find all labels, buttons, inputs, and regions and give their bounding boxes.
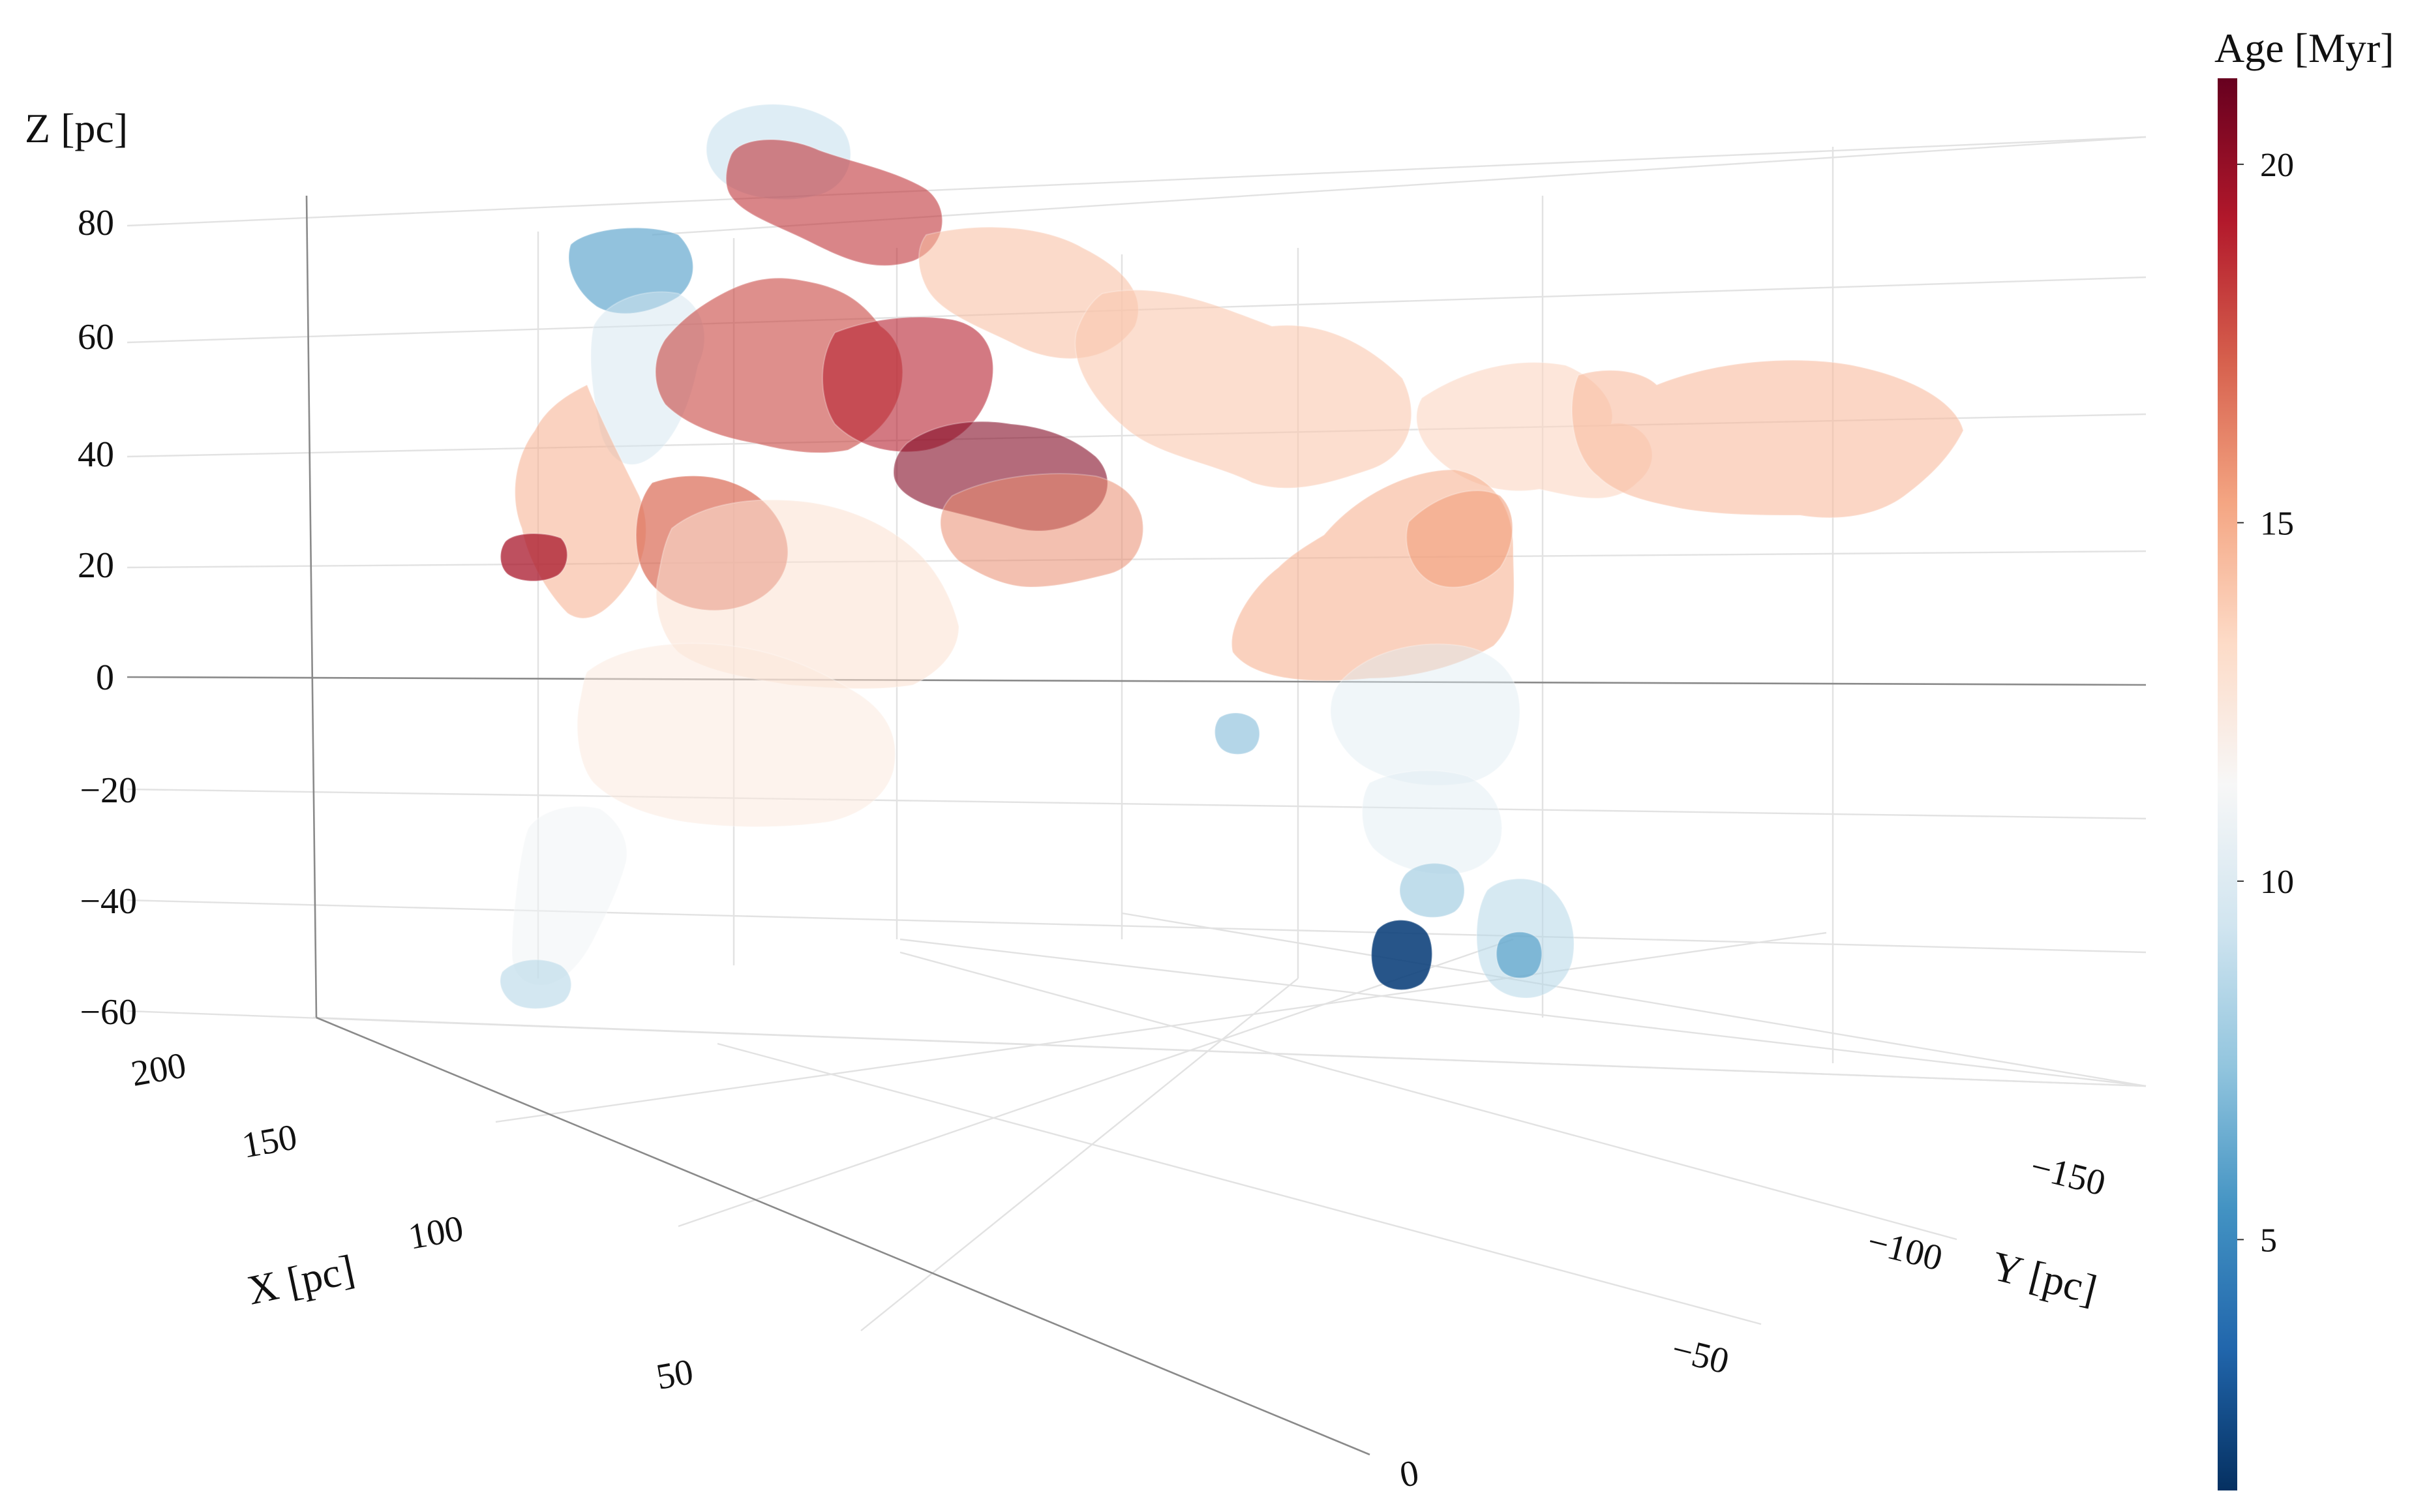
isosurface-blob [577, 643, 896, 828]
isosurface-blob [1074, 289, 1412, 489]
gridline-y-neg50 [717, 1042, 1762, 1325]
floor-edge [899, 938, 2147, 1087]
scene-gridlines [127, 136, 2147, 1331]
gridline-z-neg20 [127, 788, 2147, 820]
colorbar: Age [Myr] 20 15 10 5 [2214, 25, 2394, 1490]
z-tick-label: 80 [78, 203, 114, 243]
y-axis-title: Y [pc] [1987, 1243, 2102, 1313]
x-tick-label: 100 [405, 1208, 466, 1258]
y-tick-label: −50 [1668, 1329, 1733, 1382]
colorbar-tick-label: 5 [2260, 1222, 2277, 1259]
isosurface-blob [1406, 490, 1513, 588]
isosurface-blob [1496, 931, 1543, 979]
gridline-z-80 [127, 136, 2147, 227]
colorbar-tick-label: 15 [2260, 505, 2294, 542]
isosurface-blobs [499, 104, 1965, 1010]
isosurface-blob [1329, 643, 1521, 786]
isosurface-blob [1399, 862, 1466, 918]
x-axis-title: X [pc] [243, 1246, 358, 1314]
colorbar-tick-label: 20 [2260, 147, 2294, 184]
colorbar-title: Age [Myr] [2214, 25, 2394, 71]
x-tick-label: 0 [1396, 1453, 1421, 1496]
gridline-z-neg40 [127, 899, 2147, 954]
gridline-x-50 [860, 978, 1299, 1331]
z-axis-line [305, 195, 318, 1018]
isosurface-blob [1571, 359, 1965, 519]
x-axis-ticks: 200 150 100 50 0 [128, 1045, 1421, 1496]
isosurface-blob [499, 959, 572, 1010]
gridline-y-neg150 [1121, 912, 2147, 1087]
z-tick-label: 60 [78, 317, 114, 357]
x-tick-label: 150 [239, 1117, 299, 1166]
z-tick-label: 0 [96, 658, 114, 698]
isosurface-blob [725, 139, 943, 267]
z-tick-label: 20 [78, 545, 114, 586]
gridline-x-100 [678, 938, 1514, 1228]
gridline-y-neg100 [899, 951, 1957, 1241]
x-tick-label: 200 [128, 1045, 189, 1095]
gridline-x-200 [312, 1016, 2147, 1087]
isosurface-blob [939, 473, 1144, 588]
isosurface-blob [500, 533, 568, 582]
x-axis-line [316, 1016, 1370, 1456]
isosurface-blob [1370, 919, 1433, 991]
z-tick-label: −60 [80, 992, 137, 1033]
gridline-z-20 [127, 550, 2147, 569]
x-tick-label: 50 [653, 1352, 696, 1398]
z-tick-label: −40 [80, 881, 137, 922]
z-axis-ticks: 80 60 40 20 0 −20 −40 −60 [78, 203, 137, 1033]
isosurface-blob [1361, 770, 1503, 875]
colorbar-ticks: 20 15 10 5 [2237, 147, 2294, 1259]
z-zero-plane-line [127, 676, 2147, 686]
y-tick-label: −150 [2027, 1146, 2109, 1203]
y-tick-label: −100 [1863, 1221, 1946, 1278]
isosurface-blob [656, 499, 960, 689]
isosurface-blob [1214, 712, 1260, 755]
gridline-x-150 [495, 931, 1827, 1123]
z-axis-title: Z [pc] [25, 105, 128, 151]
isosurface-blob [511, 806, 627, 986]
z-tick-label: −20 [80, 770, 137, 811]
scene-axis-lines [127, 195, 2147, 1456]
z-tick-label: 40 [78, 434, 114, 475]
colorbar-tick-label: 10 [2260, 864, 2294, 901]
colorbar-gradient [2218, 78, 2237, 1490]
